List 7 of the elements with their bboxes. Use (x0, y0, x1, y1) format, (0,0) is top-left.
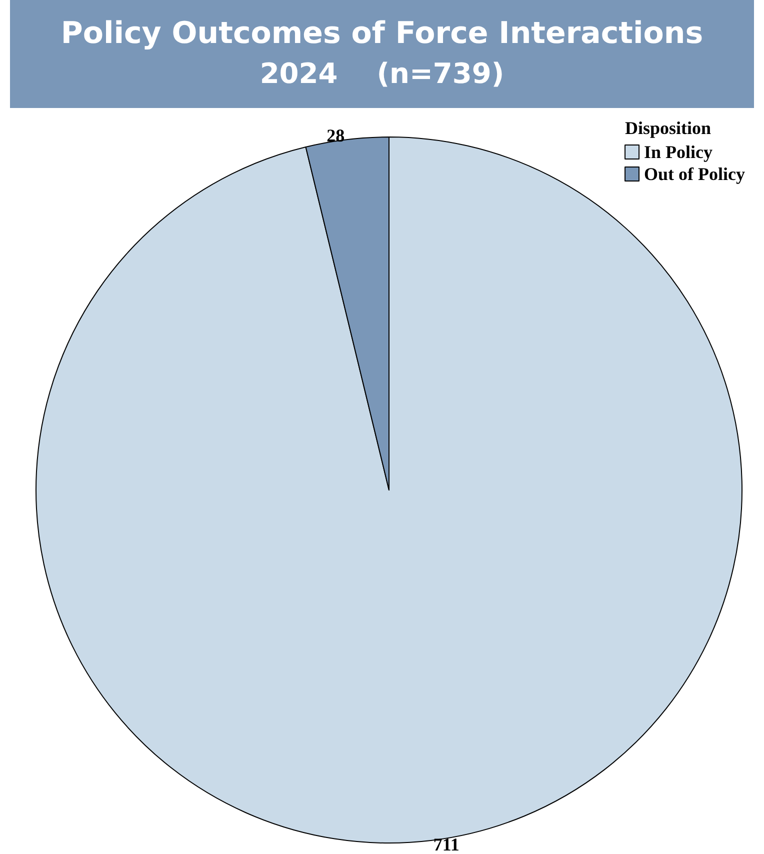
legend-label: Out of Policy (644, 164, 746, 184)
data-label: 28 (326, 126, 345, 146)
chart-subtitle: 2024 (n=739) (258, 57, 506, 90)
legend-label: In Policy (644, 142, 713, 162)
chart-title: Policy Outcomes of Force Interactions (60, 16, 704, 51)
data-label: 711 (433, 834, 460, 854)
legend-title: Disposition (624, 118, 712, 138)
